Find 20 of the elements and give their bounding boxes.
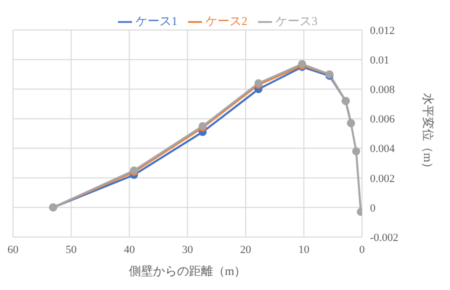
legend-label: ケース1 bbox=[136, 14, 178, 28]
y-tick-label: 0 bbox=[370, 202, 376, 214]
x-tick-label: 30 bbox=[182, 244, 194, 256]
y-tick-label: 0.004 bbox=[370, 143, 396, 156]
y-axis-title: 水平変位（m） bbox=[420, 92, 435, 174]
y-tick-label: 0.008 bbox=[370, 84, 396, 96]
x-tick-label: 0 bbox=[359, 244, 366, 256]
x-tick-label: 10 bbox=[298, 244, 310, 256]
x-axis-title: 側壁からの距離（m） bbox=[128, 264, 246, 278]
legend-label: ケース2 bbox=[206, 14, 248, 28]
y-tick-label: -0.002 bbox=[370, 232, 398, 244]
legend-label: ケース3 bbox=[276, 14, 318, 28]
y-tick-label: 0.006 bbox=[370, 114, 396, 126]
y-tick-label: 0.01 bbox=[370, 54, 390, 66]
x-tick-label: 40 bbox=[124, 244, 136, 256]
x-tick-label: 60 bbox=[8, 244, 19, 256]
y-tick-label: 0.012 bbox=[370, 24, 395, 37]
y-tick-label: 0.002 bbox=[370, 172, 395, 185]
x-tick-label: 20 bbox=[240, 244, 252, 256]
x-tick-label: 50 bbox=[66, 244, 78, 256]
